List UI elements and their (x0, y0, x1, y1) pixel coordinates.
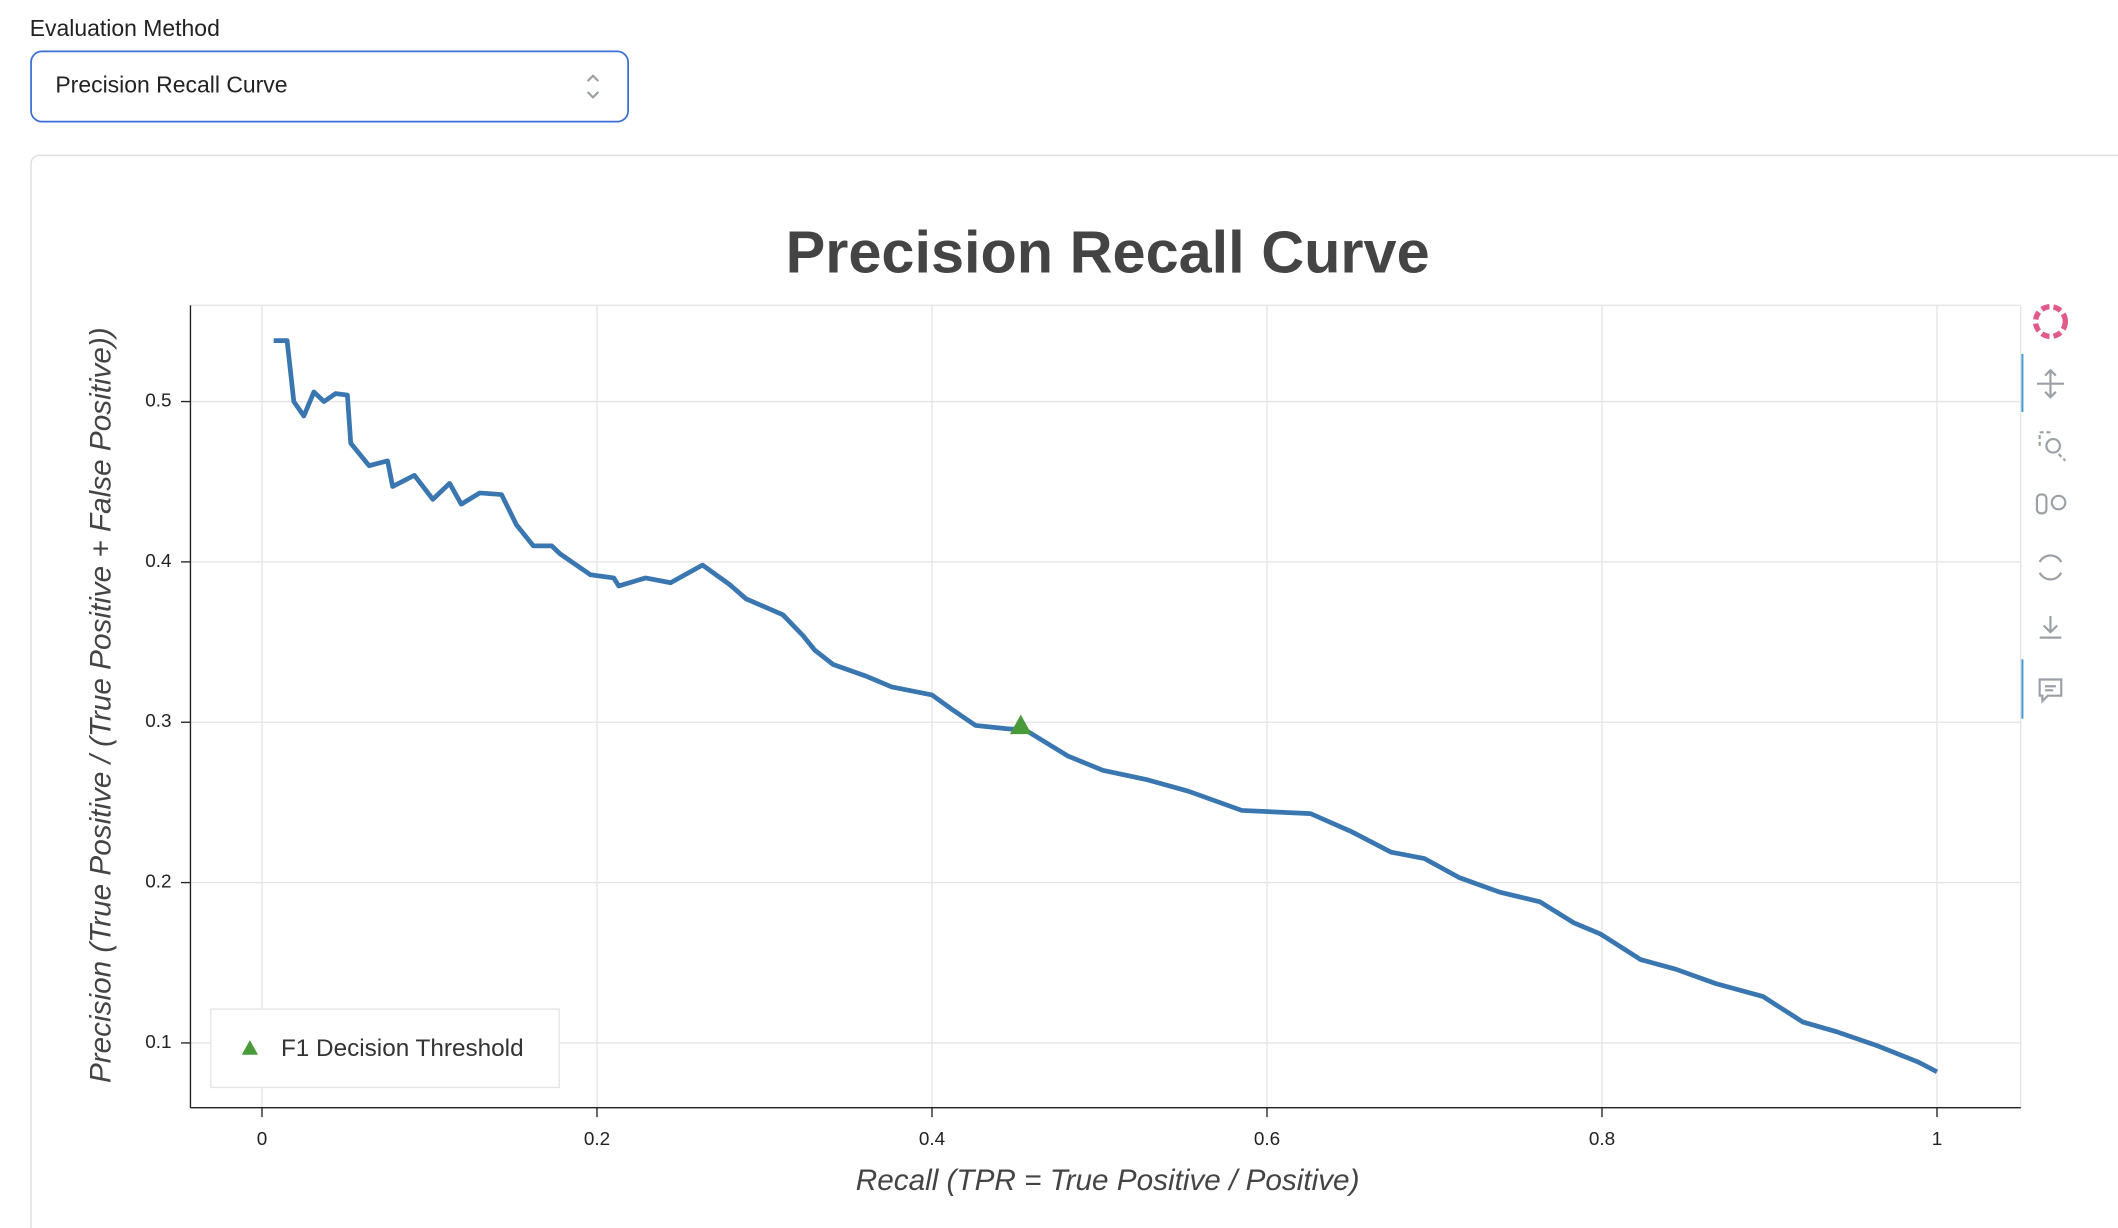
wheel-zoom-tool[interactable] (2050, 494, 2067, 511)
x-tick-label: 1 (1932, 1129, 1943, 1150)
plot-area (189, 304, 2022, 1109)
y-tick-label: 0.5 (145, 391, 171, 412)
hover-tool[interactable] (2038, 678, 2063, 704)
select-arrows (586, 74, 600, 99)
box-zoom-lens (2045, 437, 2061, 454)
select-value[interactable]: Precision Recall Curve (55, 72, 287, 98)
x-tick-label: 0 (257, 1129, 268, 1150)
x-axis-label: Recall (TPR = True Positive / Positive) (856, 1164, 1360, 1197)
chart-title: Precision Recall Curve (786, 218, 1430, 285)
wheel-icon (2035, 493, 2048, 515)
toolbar (2020, 303, 2069, 719)
y-tick-label: 0.1 (145, 1032, 171, 1053)
box-zoom-tool[interactable] (2038, 431, 2067, 462)
y-tick-label: 0.3 (145, 711, 171, 732)
pr-curve (273, 338, 1939, 1074)
y-axis-label: Precision (True Positive / (True Positiv… (85, 327, 118, 1083)
reset-tool[interactable] (2038, 554, 2063, 581)
legend-box (210, 1008, 560, 1089)
logo (2032, 303, 2069, 340)
x-tick-label: 0.2 (584, 1129, 610, 1150)
y-tick-label: 0.4 (145, 551, 171, 572)
legend-symbol (241, 1040, 258, 1055)
y-tick-label: 0.2 (145, 872, 171, 893)
select-box[interactable] (30, 50, 629, 123)
x-tick-label: 0.8 (1589, 1129, 1615, 1150)
f1-marker (1009, 714, 1032, 735)
field-label: Evaluation Method (30, 15, 220, 41)
x-tick-label: 0.6 (1254, 1129, 1280, 1150)
save-tool[interactable] (2039, 616, 2062, 639)
legend-label: F1 Decision Threshold (281, 1035, 524, 1062)
pan-tool[interactable] (2036, 368, 2064, 399)
legend: F1 Decision Threshold (210, 1008, 560, 1089)
x-tick-label: 0.4 (919, 1129, 945, 1150)
